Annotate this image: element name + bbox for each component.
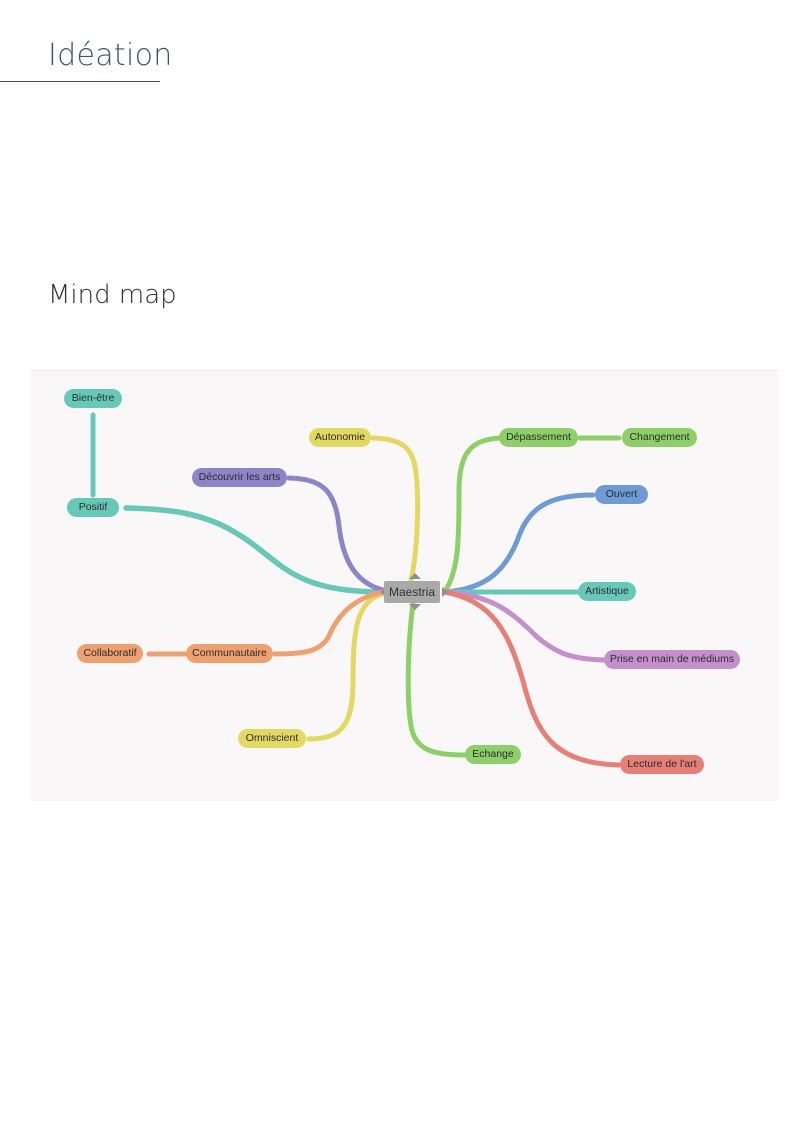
node-autonomie: Autonomie bbox=[309, 428, 371, 447]
branch-prise bbox=[442, 589, 607, 663]
branch-positif bbox=[123, 505, 386, 595]
branch-omniscient bbox=[306, 591, 386, 742]
node-omniscient: Omniscient bbox=[238, 729, 306, 748]
node-artistique: Artistique bbox=[578, 582, 636, 601]
node-collaboratif: Collaboratif bbox=[77, 644, 143, 663]
node-depassement: Dépassement bbox=[499, 428, 578, 447]
node-echange: Echange bbox=[465, 745, 521, 764]
node-lecture-de-l-art: Lecture de l'art bbox=[620, 755, 704, 774]
node-communautaire: Communautaire bbox=[186, 644, 273, 663]
mind-map-diagram: Bien-être Positif Découvrir les arts Aut… bbox=[31, 370, 778, 801]
mind-map-branches bbox=[90, 412, 622, 768]
branch-depassement bbox=[442, 435, 504, 594]
node-ouvert: Ouvert bbox=[595, 485, 648, 504]
branch-ouvert bbox=[442, 492, 596, 595]
node-prise-en-main: Prise en main de médiums bbox=[604, 650, 740, 669]
branch-autonomie bbox=[370, 435, 421, 584]
branch-lecture bbox=[442, 589, 622, 768]
node-center-maestria: Maestria bbox=[384, 581, 440, 603]
node-positif: Positif bbox=[67, 498, 119, 517]
title-underline bbox=[0, 81, 160, 82]
branch-echange bbox=[405, 600, 467, 758]
branch-communautaire bbox=[272, 589, 386, 657]
node-changement: Changement bbox=[622, 428, 697, 447]
page-title: Idéation bbox=[48, 38, 173, 73]
node-decouvrir-les-arts: Découvrir les arts bbox=[192, 468, 287, 487]
section-subtitle: Mind map bbox=[48, 280, 177, 310]
branch-decouvrir bbox=[286, 475, 386, 593]
node-bien-etre: Bien-être bbox=[64, 389, 122, 408]
